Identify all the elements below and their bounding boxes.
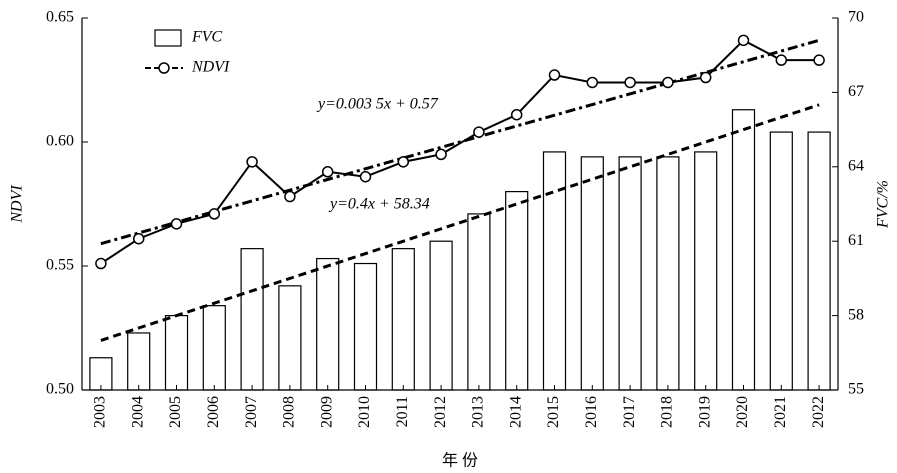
bar [656, 156, 680, 391]
bar [807, 131, 831, 391]
point [435, 148, 447, 161]
x-tick-label: 2011 [394, 396, 411, 427]
x-tick-label: 2005 [167, 396, 184, 428]
trend-label: y=0.4x + 58.34 [328, 196, 430, 213]
bar [278, 285, 302, 391]
y-tick-label: 0.65 [46, 9, 74, 26]
x-tick-label: 2004 [129, 396, 146, 428]
legend-label: FVC [191, 29, 223, 46]
x-tick-label: 2003 [92, 396, 109, 428]
point [170, 218, 183, 230]
legend-label: NDVI [191, 59, 230, 76]
y-axis-title: NDVI [9, 185, 26, 224]
point [699, 71, 712, 84]
bar [769, 131, 793, 391]
x-tick-label: 2010 [356, 396, 373, 428]
point [473, 126, 485, 138]
y2-tick-label: 64 [848, 157, 864, 174]
bar [618, 156, 642, 391]
x-tick-label: 2008 [281, 396, 298, 428]
x-tick-label: 2006 [205, 396, 222, 428]
point [510, 108, 523, 121]
line [100, 39, 820, 265]
bar [391, 248, 415, 391]
x-tick-label: 2015 [545, 396, 562, 428]
bar [202, 305, 226, 391]
y-tick-label: 0.50 [46, 381, 74, 398]
point [95, 257, 107, 270]
point [662, 76, 674, 89]
y2-tick-label: 70 [848, 9, 864, 26]
x-tick-label: 2021 [772, 396, 789, 428]
point [246, 156, 258, 168]
x-tick-label: 2019 [696, 396, 713, 428]
x-tick-label: 2022 [810, 396, 827, 428]
legend-swatch [154, 29, 182, 47]
bar [467, 213, 491, 391]
point [359, 170, 372, 183]
y2-tick-label: 58 [848, 306, 864, 323]
point [548, 69, 561, 81]
bar [240, 248, 264, 391]
x-axis-title: 年 份 [442, 452, 478, 470]
bar [164, 315, 189, 391]
x-tick-label: 2017 [621, 396, 638, 428]
point [132, 232, 145, 245]
bar [353, 262, 378, 391]
bar [127, 332, 151, 391]
point [775, 54, 788, 66]
y2-tick-label: 55 [848, 381, 864, 398]
x-tick-label: 2009 [318, 396, 335, 428]
y-tick-label: 0.60 [46, 133, 74, 150]
trend-line [100, 38, 820, 246]
y2-tick-label: 67 [848, 83, 864, 100]
trend-line [100, 103, 820, 342]
legend-marker [158, 62, 170, 74]
point [321, 166, 334, 178]
x-tick-label: 2013 [470, 396, 487, 428]
x-tick-label: 2012 [432, 396, 449, 428]
y2-axis-title: FVC/% [875, 180, 892, 229]
x-tick-label: 2016 [583, 396, 600, 428]
point [813, 54, 825, 66]
bar [694, 151, 718, 391]
point [624, 76, 636, 89]
trend-label: y=0.003 5x + 0.57 [316, 96, 439, 113]
point [737, 34, 750, 47]
point [397, 156, 410, 168]
x-tick-label: 2014 [507, 396, 524, 428]
point [208, 208, 221, 220]
x-tick-label: 2020 [734, 396, 751, 428]
point [586, 76, 599, 89]
bar [316, 257, 340, 391]
x-tick-label: 2007 [243, 396, 260, 428]
x-tick-label: 2018 [659, 396, 676, 428]
y-tick-label: 0.55 [46, 257, 74, 274]
bar [505, 191, 529, 391]
bar [580, 156, 604, 391]
bar [731, 109, 756, 391]
bar [429, 240, 453, 391]
point [284, 190, 296, 203]
y2-tick-label: 61 [848, 232, 864, 249]
